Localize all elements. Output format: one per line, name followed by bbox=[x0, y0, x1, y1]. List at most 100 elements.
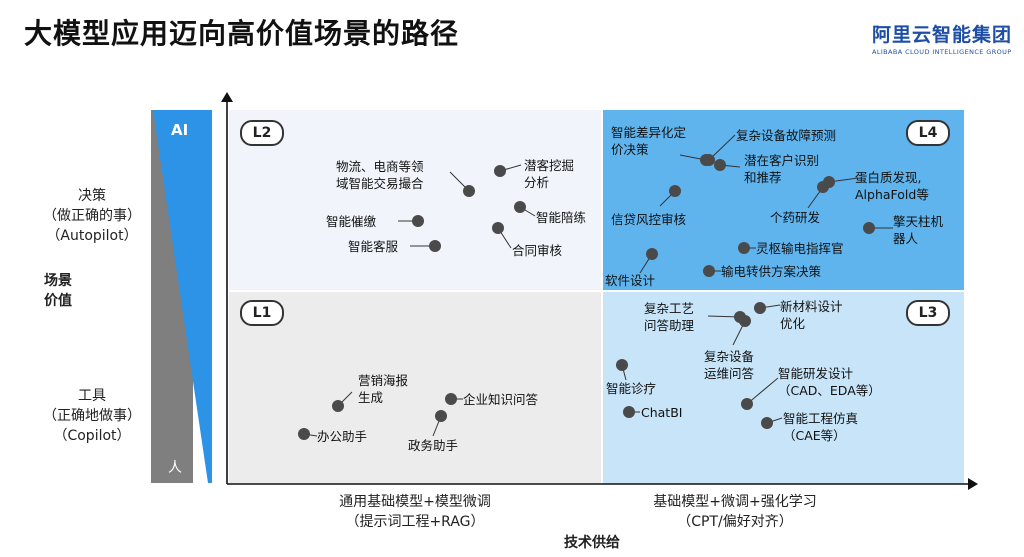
label-l2-prospect-mining: 潜客挖掘 分析 bbox=[524, 157, 574, 191]
label-l2-smart-collection: 智能催缴 bbox=[326, 214, 377, 229]
dot-l4-software bbox=[646, 248, 658, 260]
y-top-line-3: （Autopilot） bbox=[46, 228, 138, 244]
dot-l3-rd-design bbox=[741, 398, 753, 410]
line: 复杂设备 bbox=[704, 349, 755, 364]
line: （CAE等） bbox=[783, 428, 846, 443]
x-axis-arrow bbox=[968, 478, 978, 490]
line: AlphaFold等 bbox=[855, 187, 929, 202]
page-title: 大模型应用迈向高价值场景的路径 bbox=[24, 17, 460, 50]
y-bottom-line-2: （正确地做事） bbox=[43, 408, 141, 424]
logo-text-cn: 阿里云智能集团 bbox=[872, 24, 1013, 46]
line: （CAD、EDA等） bbox=[778, 383, 881, 398]
ai-wedge bbox=[153, 110, 212, 483]
label-l1-knowledge-qa: 企业知识问答 bbox=[463, 392, 539, 407]
badge-l1: L1 bbox=[240, 300, 284, 326]
label-l2-trade-matching: 物流、电商等领 域智能交易撮合 bbox=[336, 158, 424, 192]
dot-l1-gov-assistant bbox=[435, 410, 447, 422]
y-bottom-line-1: 工具 bbox=[78, 388, 106, 404]
label-l3-process-qa: 复杂工艺 问答助理 bbox=[644, 300, 694, 334]
line: 智能差异化定 bbox=[611, 125, 687, 140]
label-l4-fault-prediction: 复杂设备故障预测 bbox=[736, 128, 837, 143]
y-axis-arrow bbox=[221, 92, 233, 102]
line: 营销海报 bbox=[358, 373, 409, 388]
dot-l2-smart-collection bbox=[412, 215, 424, 227]
label-l4-software: 软件设计 bbox=[605, 273, 656, 288]
dot-l3-equipment-qa bbox=[739, 315, 751, 327]
alibaba-cloud-logo: 阿里云智能集团 ALIBABA CLOUD INTELLIGENCE GROUP bbox=[872, 20, 1012, 56]
dot-l4-lingshu bbox=[738, 242, 750, 254]
y-axis-name: 场景 价值 bbox=[44, 271, 72, 311]
dot-l2-smart-coaching bbox=[514, 201, 526, 213]
leader-lines bbox=[303, 134, 893, 437]
line: 运维问答 bbox=[704, 366, 755, 381]
wedge-label-ai: AI bbox=[171, 121, 189, 139]
y-axis-name-line-1: 场景 bbox=[44, 273, 72, 289]
line: 蛋白质发现, bbox=[855, 170, 922, 185]
dot-l3-diagnosis bbox=[616, 359, 628, 371]
y-bottom-line-3: （Copilot） bbox=[53, 428, 131, 444]
label-l1-office-assistant: 办公助手 bbox=[317, 429, 368, 444]
quadrant-l4 bbox=[603, 110, 964, 290]
label-l3-equipment-qa: 复杂设备 运维问答 bbox=[704, 348, 754, 382]
dot-l1-knowledge-qa bbox=[445, 393, 457, 405]
dot-l4-drug bbox=[817, 181, 829, 193]
x-axis-name: 技术供给 bbox=[564, 535, 620, 551]
x-axis-left-label: 通用基础模型+模型微调 （提示词工程+RAG） bbox=[305, 492, 525, 532]
line: 擎天柱机 bbox=[893, 214, 944, 229]
dot-l4-fault-prediction bbox=[703, 154, 715, 166]
line: 智能研发设计 bbox=[778, 366, 854, 381]
label-l3-new-material: 新材料设计 优化 bbox=[780, 298, 843, 332]
x-left-line-2: （提示词工程+RAG） bbox=[345, 514, 485, 530]
label-l4-drug: 个药研发 bbox=[770, 210, 821, 225]
x-right-line-1: 基础模型+微调+强化学习 bbox=[653, 494, 817, 510]
line: 复杂工艺 bbox=[644, 301, 695, 316]
quadrant-l3 bbox=[603, 292, 964, 484]
line: 器人 bbox=[893, 231, 919, 246]
label-l4-lingshu: 灵枢输电指挥官 bbox=[756, 241, 844, 256]
label-l3-chatbi: ChatBI bbox=[641, 405, 683, 420]
y-top-line-1: 决策 bbox=[78, 188, 106, 204]
dot-l3-new-material bbox=[754, 302, 766, 314]
dot-l4-credit bbox=[669, 185, 681, 197]
label-l4-customer-identification: 潜在客户识别 和推荐 bbox=[744, 152, 819, 186]
label-l3-simulation: 智能工程仿真 （CAE等） bbox=[783, 410, 858, 444]
label-l2-smart-coaching: 智能陪练 bbox=[536, 210, 587, 225]
dot-l1-marketing-poster bbox=[332, 400, 344, 412]
dot-l2-smart-service bbox=[429, 240, 441, 252]
line: 域智能交易撮合 bbox=[336, 176, 424, 191]
x-axis-right-label: 基础模型+微调+强化学习 （CPT/偏好对齐） bbox=[620, 492, 850, 532]
label-l4-robot: 擎天柱机 器人 bbox=[893, 213, 943, 247]
dot-l4-power-transfer bbox=[703, 265, 715, 277]
line: 新材料设计 bbox=[780, 299, 843, 314]
line: 潜客挖掘 bbox=[524, 158, 575, 173]
label-l4-protein: 蛋白质发现, AlphaFold等 bbox=[855, 169, 929, 203]
label-l3-rd-design: 智能研发设计 （CAD、EDA等） bbox=[778, 365, 881, 399]
line: 和推荐 bbox=[744, 170, 782, 185]
x-right-line-2: （CPT/偏好对齐） bbox=[677, 514, 793, 530]
wedge-label-human: 人 bbox=[168, 460, 182, 476]
y-axis-name-line-2: 价值 bbox=[44, 293, 72, 309]
badge-l4: L4 bbox=[906, 120, 950, 146]
label-l4-power-transfer: 输电转供方案决策 bbox=[721, 264, 822, 279]
label-l4-credit: 信贷风控审核 bbox=[611, 212, 687, 227]
label-l1-marketing-poster: 营销海报 生成 bbox=[358, 372, 408, 406]
badge-l3: L3 bbox=[906, 300, 950, 326]
logo-text-en: ALIBABA CLOUD INTELLIGENCE GROUP bbox=[872, 48, 1012, 56]
x-left-line-1: 通用基础模型+模型微调 bbox=[339, 494, 491, 510]
line: 问答助理 bbox=[644, 318, 695, 333]
quadrant-l1 bbox=[229, 292, 601, 484]
line: 物流、电商等领 bbox=[336, 159, 424, 174]
line: 生成 bbox=[358, 390, 384, 405]
dot-l1-office-assistant bbox=[298, 428, 310, 440]
dot-l3-simulation bbox=[761, 417, 773, 429]
line: 分析 bbox=[524, 175, 550, 190]
dot-l4-robot bbox=[863, 222, 875, 234]
label-l4-pricing: 智能差异化定 价决策 bbox=[611, 124, 686, 158]
label-l1-gov-assistant: 政务助手 bbox=[408, 438, 459, 453]
label-l2-contract-review: 合同审核 bbox=[512, 243, 563, 258]
badge-l2: L2 bbox=[240, 120, 284, 146]
dot-l2-contract-review bbox=[492, 222, 504, 234]
line: 优化 bbox=[780, 316, 806, 331]
y-axis-bottom-label: 工具 （正确地做事） （Copilot） bbox=[36, 386, 148, 446]
